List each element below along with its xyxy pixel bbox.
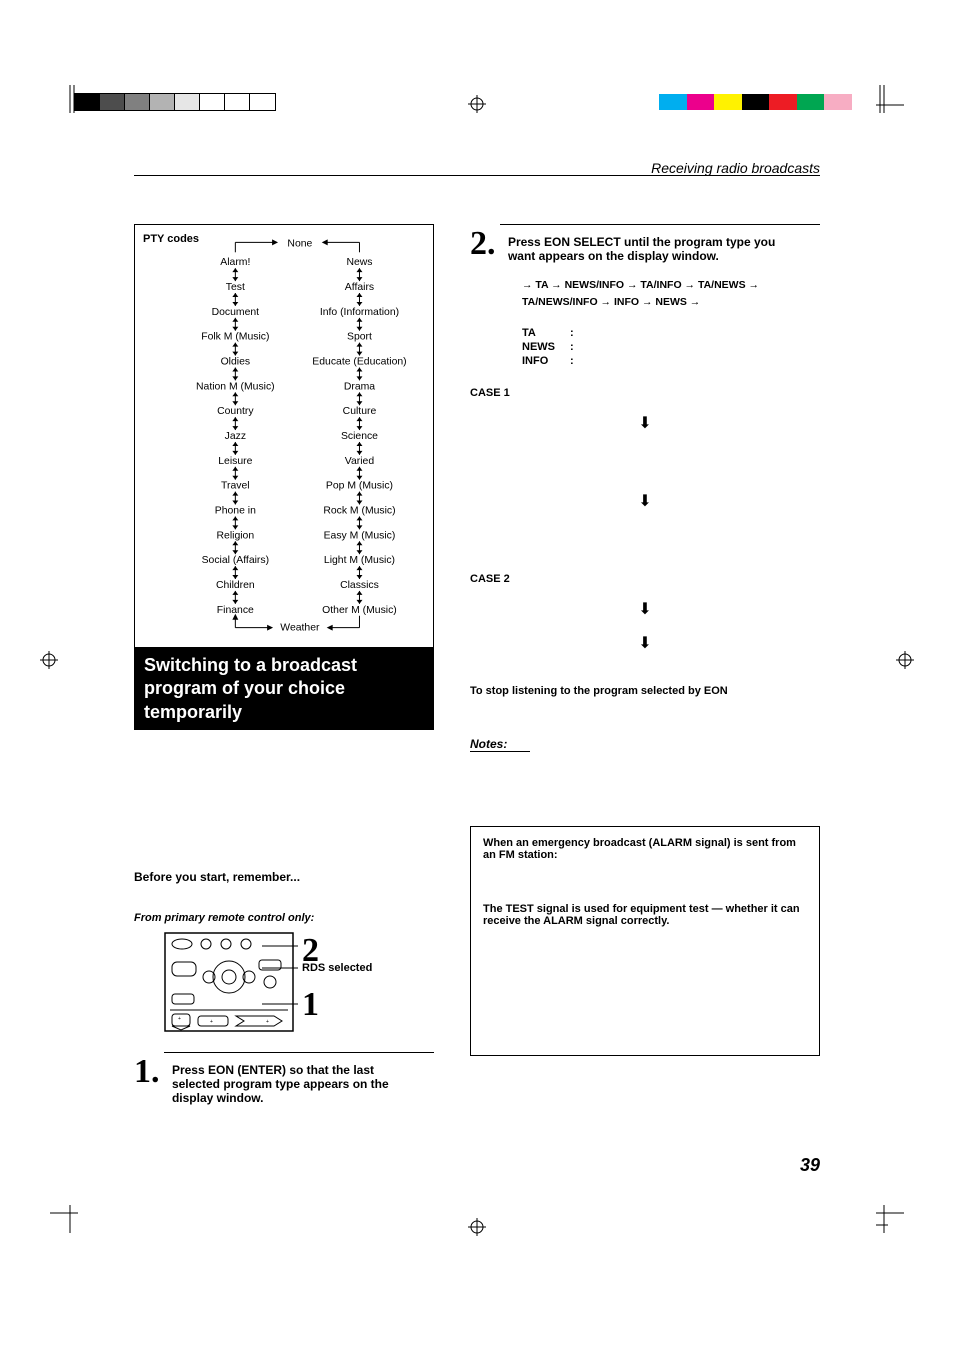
svg-text:Nation M (Music): Nation M (Music) [196, 381, 275, 392]
eon-sequence: → TA → NEWS/INFO → TA/INFO → TA/NEWS → T… [522, 277, 820, 311]
down-arrow-icon: ⬇ [470, 633, 820, 653]
stop-listening-heading: To stop listening to the program selecte… [470, 685, 820, 697]
pty-diagram: None Alarm! News Test Affairs Document Info (I… [141, 233, 427, 641]
step-2: 2. Press EON SELECT until the program ty… [470, 224, 820, 263]
header-rule [134, 175, 820, 176]
colorbar-right [604, 94, 879, 110]
svg-text:Phone in: Phone in [215, 505, 256, 516]
registration-mark-right [896, 651, 914, 669]
down-arrow-icon: ⬇ [470, 491, 820, 511]
before-start: Before you start, remember... [134, 870, 434, 884]
cropmark-tl [50, 85, 78, 113]
svg-text:Alarm!: Alarm! [220, 257, 250, 268]
notes-heading: Notes: [470, 737, 530, 752]
registration-mark-bottom [468, 1218, 486, 1236]
svg-text:Travel: Travel [221, 481, 250, 492]
step-1-text: Press EON (ENTER) so that the last selec… [164, 1055, 424, 1105]
svg-text:+: + [210, 1019, 213, 1025]
case-2-heading: CASE 2 [470, 573, 820, 585]
svg-text:Rock M (Music): Rock M (Music) [323, 505, 395, 516]
step-2-text: Press EON SELECT until the program type … [500, 227, 800, 263]
alarm-line1: When an emergency broadcast (ALARM signa… [483, 837, 807, 861]
step-1: 1. Press EON (ENTER) so that the last se… [134, 1052, 434, 1105]
down-arrow-icon: ⬇ [470, 413, 820, 433]
svg-text:Leisure: Leisure [218, 456, 252, 467]
svg-text:Weather: Weather [280, 623, 320, 634]
section-heading: Switching to a broadcast program of your… [134, 648, 434, 730]
svg-text:Science: Science [341, 431, 378, 442]
svg-text:Light M (Music): Light M (Music) [324, 555, 395, 566]
svg-text:Test: Test [226, 282, 245, 293]
svg-text:Religion: Religion [217, 530, 255, 541]
svg-text:Folk M (Music): Folk M (Music) [201, 332, 269, 343]
cropmark-br [876, 1205, 904, 1233]
svg-text:Jazz: Jazz [225, 431, 246, 442]
callout-1: 1 [302, 986, 319, 1024]
svg-text:+: + [178, 1016, 181, 1022]
svg-text:Drama: Drama [344, 381, 375, 392]
registration-mark-top [468, 95, 486, 113]
svg-text:Children: Children [216, 580, 255, 591]
svg-text:Classics: Classics [340, 580, 379, 591]
sequence-line1: → TA → NEWS/INFO → TA/INFO → TA/NEWS → [522, 279, 759, 291]
case-1-heading: CASE 1 [470, 387, 820, 399]
svg-text:Other M (Music): Other M (Music) [322, 605, 397, 616]
svg-text:None: None [287, 238, 312, 249]
registration-mark-left [40, 651, 58, 669]
type-definitions: TA: NEWS: INFO: [522, 327, 820, 367]
def-news: NEWS [522, 341, 570, 353]
colorbar-left [75, 94, 275, 110]
step-1-number: 1. [134, 1055, 160, 1089]
down-arrow-icon: ⬇ [470, 599, 820, 619]
alarm-line2: The TEST signal is used for equipment te… [483, 903, 807, 927]
svg-text:Affairs: Affairs [345, 282, 374, 293]
def-ta: TA [522, 327, 570, 339]
from-remote: From primary remote control only: [134, 912, 434, 924]
svg-text:Country: Country [217, 406, 254, 417]
svg-text:News: News [346, 257, 372, 268]
svg-text:Oldies: Oldies [221, 357, 251, 368]
breadcrumb: Receiving radio broadcasts [651, 160, 820, 176]
cropmark-tr [876, 85, 904, 113]
pty-codes-box: PTY codes NoneAlarm!NewsTestAffairsDocum… [134, 224, 434, 648]
alarm-box: When an emergency broadcast (ALARM signa… [470, 826, 820, 1056]
svg-text:Pop M (Music): Pop M (Music) [326, 481, 393, 492]
svg-text:Easy M (Music): Easy M (Music) [324, 530, 396, 541]
step-2-number: 2. [470, 227, 496, 261]
cropmark-bl [50, 1205, 78, 1233]
svg-text:Culture: Culture [343, 406, 377, 417]
svg-text:Info (Information): Info (Information) [320, 307, 399, 318]
def-info: INFO [522, 355, 570, 367]
svg-text:Sport: Sport [347, 332, 372, 343]
page-number: 39 [800, 1155, 820, 1176]
sequence-line2: TA/NEWS/INFO → INFO → NEWS → [522, 296, 700, 308]
svg-text:Document: Document [212, 307, 260, 318]
svg-text:Social (Affairs): Social (Affairs) [202, 555, 269, 566]
svg-text:Varied: Varied [345, 456, 375, 467]
svg-text:Educate (Education): Educate (Education) [312, 357, 406, 368]
rds-selected-label: RDS selected [302, 962, 372, 974]
